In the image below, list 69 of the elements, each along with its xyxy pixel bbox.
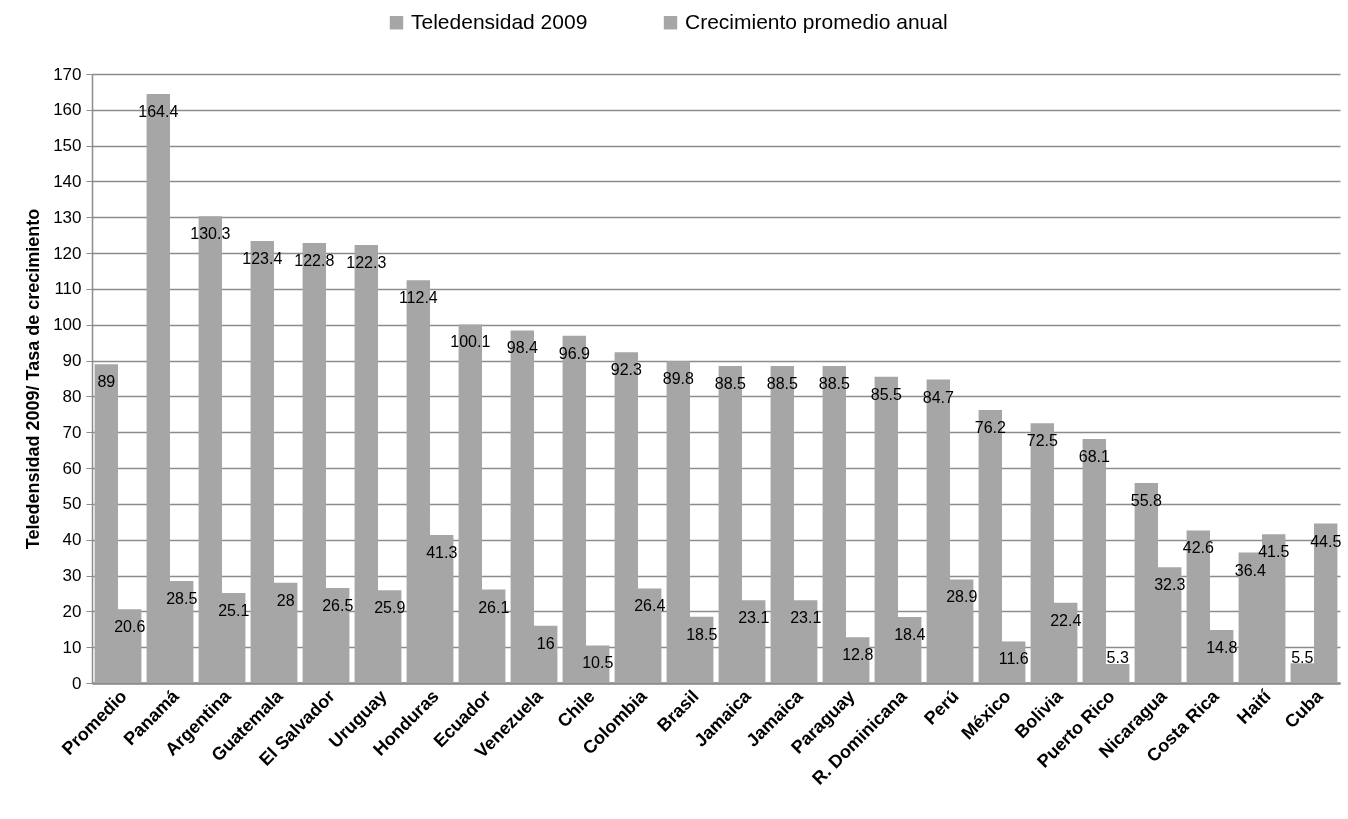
data-label: 18.5 <box>686 625 718 643</box>
y-tick-label: 60 <box>62 458 82 478</box>
data-label: 122.8 <box>294 252 335 270</box>
data-label: 68.1 <box>1078 448 1110 466</box>
data-label: 36.4 <box>1234 561 1266 579</box>
y-tick-label: 140 <box>53 171 82 191</box>
data-label: 98.4 <box>506 339 538 357</box>
data-label: 89 <box>97 373 116 391</box>
data-label: 12.8 <box>842 646 874 664</box>
data-label: 23.1 <box>738 609 770 627</box>
y-tick-label: 30 <box>62 566 82 586</box>
data-label: 25.1 <box>218 602 250 620</box>
data-label: 18.4 <box>894 626 926 644</box>
y-tick-label: 150 <box>53 136 82 156</box>
data-label: 10.5 <box>582 654 614 672</box>
data-label: 28 <box>276 591 295 609</box>
y-tick-label: 170 <box>53 64 82 84</box>
y-tick-label: 10 <box>62 637 82 657</box>
data-label: 20.6 <box>114 618 146 636</box>
y-tick-label: 110 <box>54 279 82 299</box>
legend-label: Teledensidad 2009 <box>411 9 588 33</box>
data-label: 84.7 <box>922 388 954 406</box>
data-label: 88.5 <box>766 374 798 392</box>
data-label: 25.9 <box>374 599 406 617</box>
data-label: 55.8 <box>1130 492 1162 510</box>
y-tick-label: 100 <box>53 315 82 335</box>
data-label: 112.4 <box>398 289 438 307</box>
data-label: 28.9 <box>946 588 978 606</box>
data-label: 26.4 <box>634 597 666 615</box>
y-tick-label: 90 <box>62 351 82 371</box>
y-tick-label: 160 <box>53 100 82 120</box>
data-label: 41.3 <box>426 544 458 562</box>
y-tick-label: 50 <box>62 494 82 514</box>
data-label: 130.3 <box>190 225 231 243</box>
y-tick-label: 80 <box>62 386 82 406</box>
data-label: 23.1 <box>790 609 822 627</box>
data-label: 100.1 <box>450 333 491 351</box>
data-label: 14.8 <box>1206 638 1238 656</box>
data-label: 26.5 <box>322 597 354 615</box>
data-label: 11.6 <box>998 650 1029 668</box>
y-axis-title: Teledensidad 2009/ Tasa de crecimiento <box>23 208 44 550</box>
y-tick-label: 20 <box>62 601 82 621</box>
data-label: 89.8 <box>662 370 694 388</box>
data-label: 92.3 <box>610 361 642 379</box>
data-label: 88.5 <box>818 374 850 392</box>
legend-label: Crecimiento promedio anual <box>685 9 948 33</box>
data-label: 5.5 <box>1291 649 1314 666</box>
data-label: 28.5 <box>166 589 198 607</box>
data-label: 44.5 <box>1310 532 1342 550</box>
y-tick-label: 130 <box>53 207 82 227</box>
y-tick-label: 40 <box>62 530 82 550</box>
data-label: 88.5 <box>714 374 746 392</box>
data-label: 76.2 <box>974 419 1006 437</box>
data-label: 164.4 <box>138 103 179 121</box>
data-label: 42.6 <box>1182 539 1214 557</box>
data-label: 16 <box>536 634 555 652</box>
data-label: 5.3 <box>1106 649 1129 666</box>
data-label: 41.5 <box>1258 543 1290 561</box>
data-label: 22.4 <box>1050 611 1082 629</box>
data-label: 72.5 <box>1026 432 1058 450</box>
data-label: 32.3 <box>1154 576 1186 594</box>
y-tick-label: 120 <box>53 243 82 263</box>
data-label: 96.9 <box>558 344 590 362</box>
data-label: 26.1 <box>478 598 510 616</box>
data-label: 122.3 <box>346 253 387 271</box>
y-tick-label: 0 <box>72 673 82 693</box>
data-label: 123.4 <box>242 249 283 267</box>
y-tick-label: 70 <box>62 422 82 442</box>
data-label: 85.5 <box>870 385 902 403</box>
